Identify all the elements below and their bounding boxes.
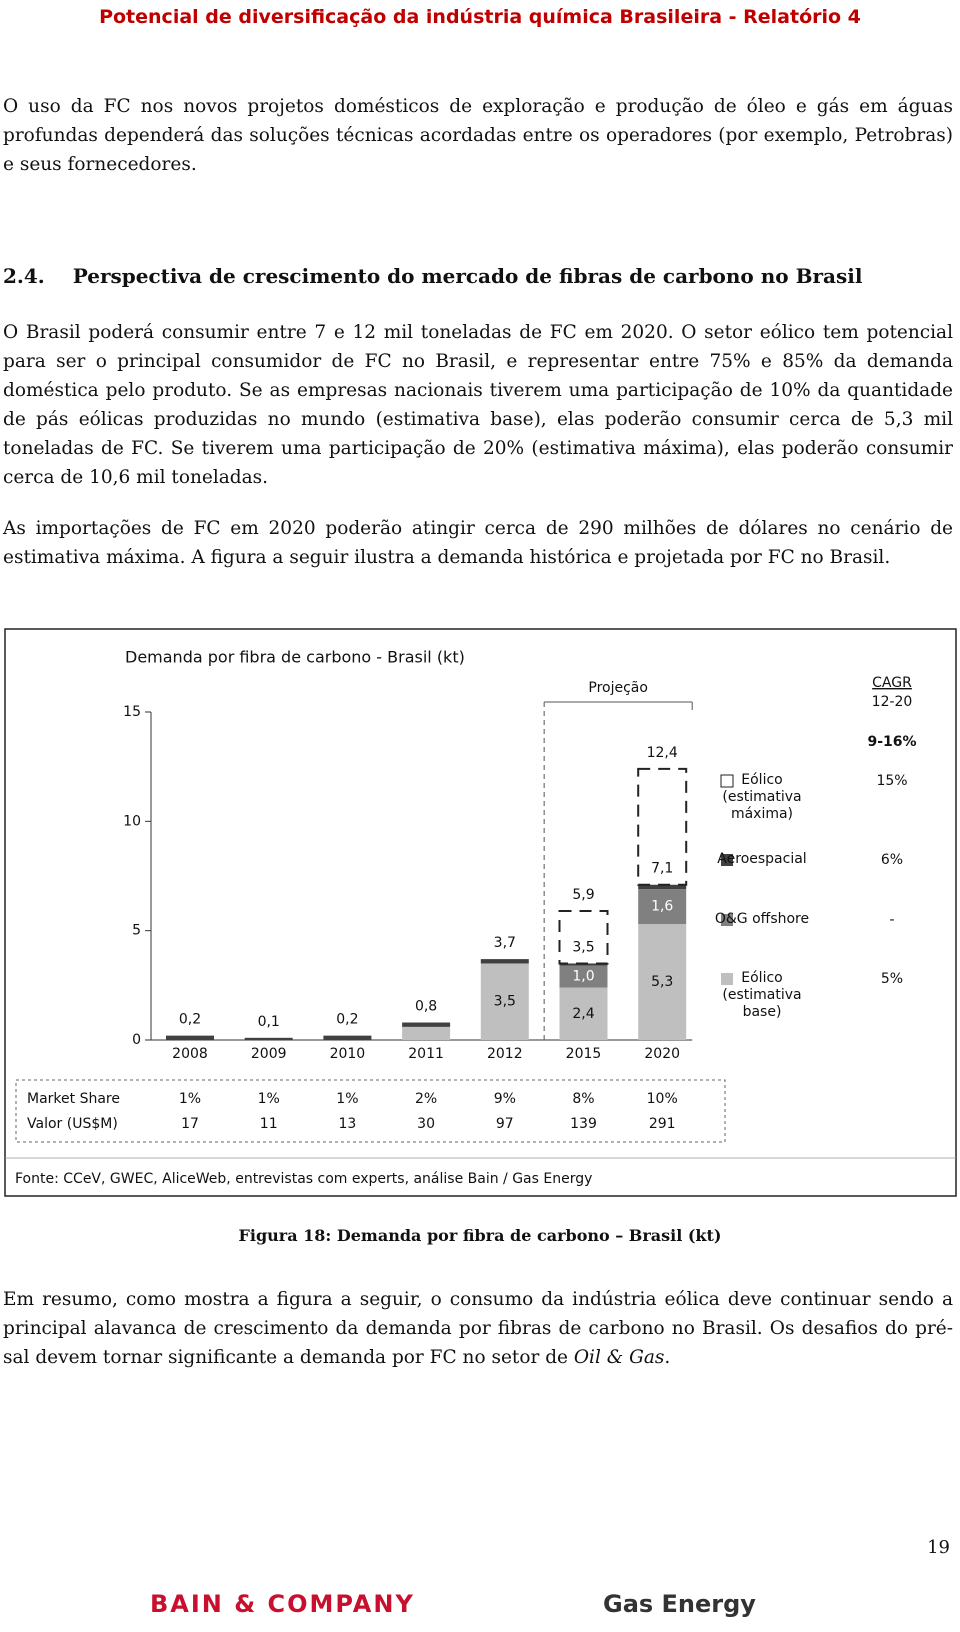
table-cell: 291 — [649, 1116, 676, 1132]
total-label: 5,9 — [572, 887, 594, 903]
cagr-title: CAGR — [872, 675, 912, 691]
table-cell: 97 — [496, 1116, 514, 1132]
legend-swatch — [720, 774, 734, 788]
y-tick-label: 15 — [123, 704, 141, 720]
legend-label: Eólico (estimativa base) — [722, 970, 802, 1020]
legend-label: Eólico (estimativa máxima) — [722, 772, 802, 822]
total-label: 12,4 — [647, 745, 678, 761]
total-label: 0,1 — [258, 1014, 280, 1030]
table-cell: 8% — [572, 1091, 594, 1107]
projection-label: Projeção — [588, 680, 648, 696]
legend-swatch — [721, 973, 733, 985]
total-label: 0,8 — [415, 999, 437, 1015]
table-cell: 139 — [570, 1116, 597, 1132]
total-label: 7,1 — [651, 861, 673, 877]
cagr-value: 6% — [881, 852, 903, 868]
section-title: Perspectiva de crescimento do mercado de… — [72, 264, 863, 288]
total-label: 3,5 — [572, 939, 594, 955]
x-tick-label: 2020 — [644, 1046, 680, 1062]
bar-segment — [480, 959, 529, 964]
source-note: Fonte: CCeV, GWEC, AliceWeb, entrevistas… — [15, 1171, 592, 1187]
logo: Gas Energy — [603, 1590, 756, 1618]
bar-segment — [323, 1035, 372, 1040]
table-cell: 1% — [179, 1091, 201, 1107]
bar-segment — [638, 884, 687, 890]
projection-box — [558, 909, 609, 965]
section-heading: 2.4. Perspectiva de crescimento do mercad… — [3, 264, 862, 288]
bar-segment — [402, 1022, 451, 1027]
cagr-value: - — [889, 912, 894, 928]
x-tick-label: 2010 — [330, 1046, 366, 1062]
figure-caption: Figura 18: Demanda por fibra de carbono … — [238, 1226, 722, 1245]
y-tick-label: 0 — [132, 1032, 141, 1048]
x-tick-label: 2012 — [487, 1046, 523, 1062]
bar-segment — [166, 1035, 214, 1040]
emphasis: Oil & Gas — [573, 1347, 665, 1368]
text: . — [664, 1347, 671, 1368]
legend-swatch — [721, 854, 733, 866]
paragraph: As importações de FC em 2020 poderão ati… — [3, 518, 953, 568]
legend-label: O&G offshore — [714, 911, 810, 927]
bar-segment — [638, 924, 687, 1040]
total-label: 0,2 — [336, 1012, 358, 1028]
segment-label: 3,5 — [494, 994, 516, 1010]
section-number: 2.4. — [3, 264, 45, 288]
row-label: Valor (US$M) — [27, 1116, 118, 1132]
row-label: Market Share — [27, 1091, 120, 1107]
logo: BAIN & COMPANY — [150, 1590, 415, 1618]
table-cell: 11 — [260, 1116, 278, 1132]
paragraph: O Brasil poderá consumir entre 7 e 12 mi… — [3, 322, 953, 488]
total-label: 3,7 — [494, 935, 516, 951]
y-tick-label: 10 — [123, 813, 141, 829]
bar-segment — [244, 1037, 293, 1040]
table-cell: 1% — [336, 1091, 358, 1107]
cagr-value: 15% — [876, 773, 907, 789]
text: Em resumo, como mostra a figura a seguir… — [3, 1289, 953, 1368]
paragraph: O uso da FC nos novos projetos doméstico… — [3, 96, 953, 175]
segment-label: 5,3 — [651, 974, 673, 990]
segment-label: 2,4 — [572, 1006, 594, 1022]
x-tick-label: 2015 — [566, 1046, 602, 1062]
bar-segment — [559, 965, 608, 988]
chart-frame — [4, 628, 957, 1197]
bar-segment — [559, 963, 608, 966]
table-cell: 10% — [647, 1091, 678, 1107]
table-cell: 1% — [258, 1091, 280, 1107]
table-frame — [15, 1079, 726, 1143]
bar-segment — [638, 889, 687, 925]
table-cell: 9% — [494, 1091, 516, 1107]
cagr-period: 12-20 — [872, 694, 913, 710]
chart-title: Demanda por fibra de carbono - Brasil (k… — [125, 648, 465, 667]
cagr-value: 5% — [881, 971, 903, 987]
legend-label: Aeroespacial — [717, 851, 807, 867]
x-tick-label: 2011 — [408, 1046, 444, 1062]
x-tick-label: 2008 — [172, 1046, 208, 1062]
total-label: 0,2 — [179, 1012, 201, 1028]
y-tick-label: 5 — [132, 923, 141, 939]
table-cell: 30 — [417, 1116, 435, 1132]
cagr-total: 9-16% — [867, 734, 916, 750]
table-cell: 17 — [181, 1116, 199, 1132]
bar-segment — [402, 1026, 451, 1040]
projection-box — [637, 767, 688, 886]
x-tick-label: 2009 — [251, 1046, 287, 1062]
legend-swatch — [721, 914, 733, 926]
header-title: Potencial de diversificação da indústria… — [99, 6, 861, 28]
page-number: 19 — [927, 1537, 950, 1558]
segment-label: 1,0 — [572, 969, 594, 985]
table-cell: 13 — [338, 1116, 356, 1132]
paragraph: Em resumo, como mostra a figura a seguir… — [3, 1285, 953, 1372]
bar-segment — [480, 963, 529, 1040]
table-cell: 2% — [415, 1091, 437, 1107]
segment-label: 1,6 — [651, 899, 673, 915]
bar-segment — [559, 987, 608, 1040]
